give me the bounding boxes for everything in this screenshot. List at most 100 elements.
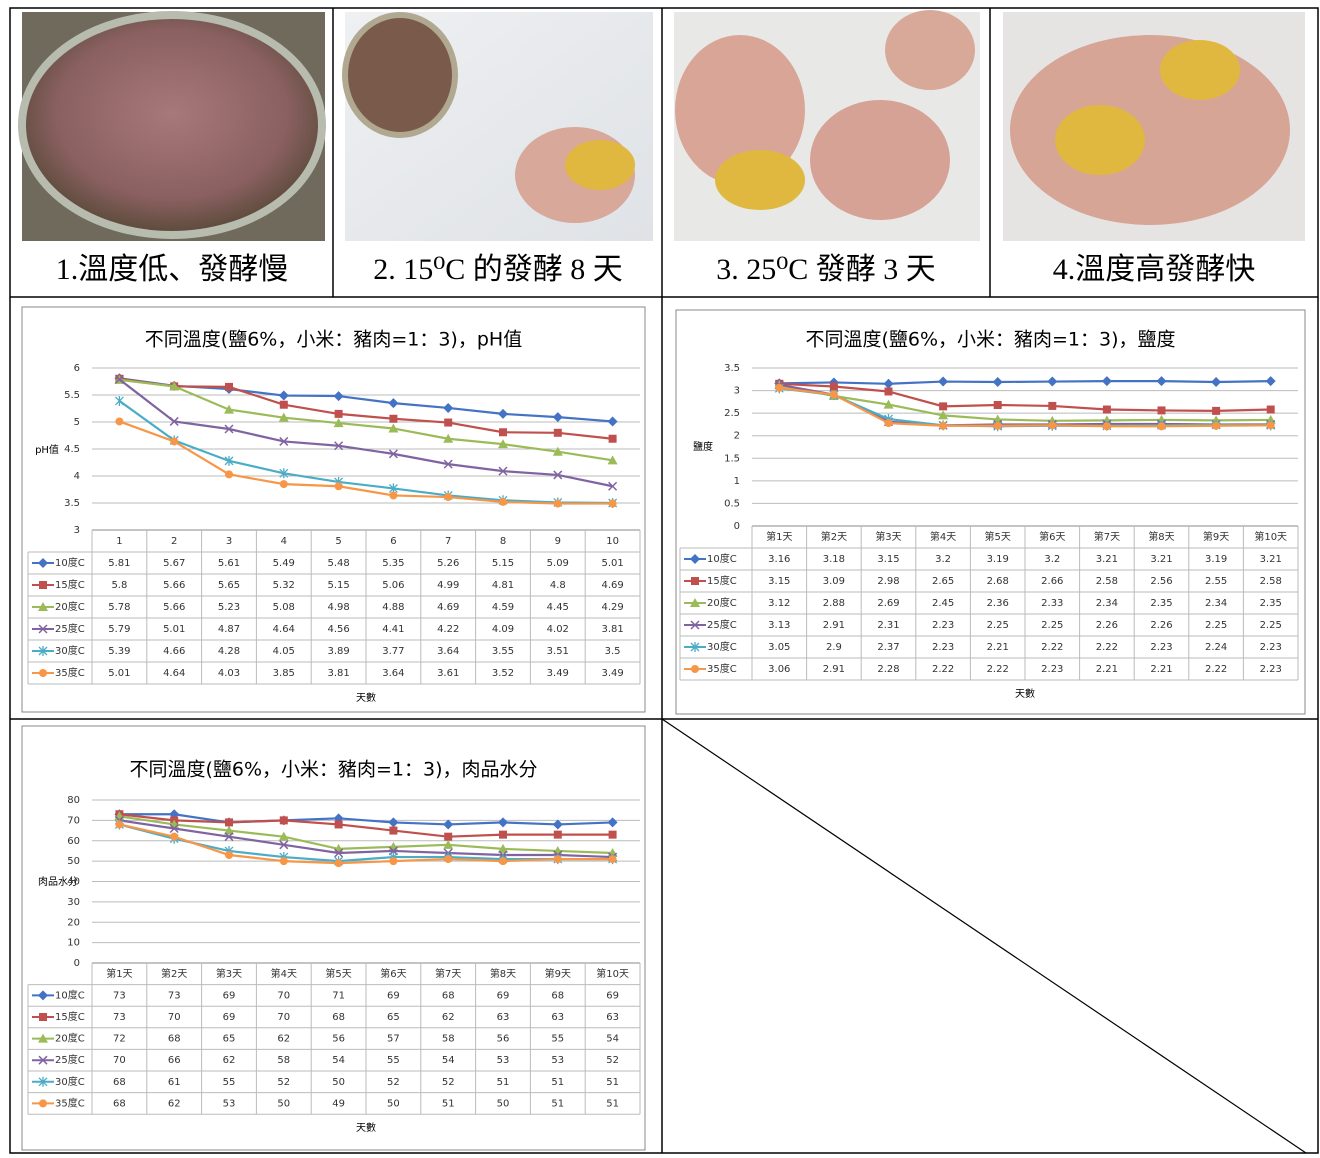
table-value: 2.9 [826, 642, 842, 653]
legend-marker [38, 558, 48, 568]
legend-marker [38, 646, 48, 656]
marker [279, 816, 288, 825]
marker [1157, 406, 1166, 415]
table-value: 5.06 [382, 580, 404, 591]
photo-caption: 1.溫度低、發酵慢 [56, 253, 289, 286]
x-tick-label: 第1天 [766, 530, 792, 543]
marker [115, 417, 124, 426]
y-tick-label: 20 [67, 917, 80, 928]
table-value: 2.22 [932, 664, 954, 675]
table-value: 4.98 [327, 602, 349, 613]
marker [169, 823, 179, 834]
legend-label: 20度C [707, 596, 737, 609]
marker [939, 402, 948, 411]
table-value: 2.65 [932, 576, 954, 587]
marker [498, 817, 508, 828]
legend-marker [691, 665, 699, 673]
table-value: 3.2 [1044, 554, 1060, 565]
table-value: 54 [332, 1055, 345, 1066]
table-value: 2.25 [1205, 620, 1227, 631]
table-value: 69 [497, 990, 510, 1001]
marker [1266, 421, 1275, 430]
series-line [779, 382, 1271, 412]
marker [498, 408, 508, 419]
marker [333, 391, 344, 402]
table-value: 3.15 [768, 576, 790, 587]
photo-caption: 2. 15⁰C 的發酵 8 天 [373, 253, 623, 286]
marker [279, 840, 289, 850]
marker [883, 399, 894, 409]
table-value: 62 [442, 1012, 455, 1023]
table-value: 2.23 [1260, 664, 1282, 675]
table-value: 52 [387, 1077, 400, 1088]
table-value: 52 [277, 1077, 290, 1088]
marker [499, 830, 507, 839]
table-value: 5.66 [163, 602, 185, 613]
marker [607, 817, 618, 828]
table-value: 2.25 [1041, 620, 1063, 631]
table-value: 51 [551, 1077, 564, 1088]
marker [114, 395, 124, 406]
table-value: 3.06 [768, 664, 790, 675]
y-tick-label: 3 [74, 525, 80, 536]
y-tick-label: 6 [74, 363, 80, 374]
y-tick-label: 3 [734, 386, 740, 397]
table-value: 2.34 [1205, 598, 1227, 609]
y-tick-label: 60 [67, 836, 80, 847]
marker [388, 423, 399, 433]
y-tick-label: 80 [67, 795, 80, 806]
legend-marker [38, 1076, 48, 1087]
legend-label: 15度C [55, 578, 85, 591]
table-value: 63 [497, 1012, 510, 1023]
table-value: 3.15 [877, 554, 899, 565]
table-value: 5.81 [108, 558, 130, 569]
x-tick-label: 第2天 [161, 967, 187, 980]
table-value: 2.68 [987, 576, 1009, 587]
marker [829, 390, 838, 399]
table-value: 3.21 [1260, 554, 1282, 565]
table-value: 68 [113, 1098, 126, 1109]
table-value: 50 [277, 1098, 290, 1109]
table-value: 69 [223, 990, 236, 1001]
marker [334, 409, 343, 418]
table-value: 68 [442, 990, 455, 1001]
marker [334, 482, 343, 491]
legend-label: 30度C [55, 1075, 85, 1088]
y-tick-label: 0 [74, 958, 80, 969]
chart: 不同溫度(鹽6%，小米：豬肉=1：3)，pH值 pH值 3 3.5 4 4.5 5 5.5 6 1… [21, 306, 646, 713]
series-line [779, 379, 1271, 385]
table-value: 2.37 [877, 642, 899, 653]
table-value: 4.28 [218, 646, 240, 657]
marker [224, 832, 234, 842]
table-value: 73 [113, 990, 126, 1001]
marker [938, 376, 949, 387]
table-value: 4.87 [218, 624, 240, 635]
legend-label: 15度C [707, 574, 737, 587]
table-value: 4.02 [547, 624, 569, 635]
table-value: 3.64 [382, 668, 404, 679]
marker [499, 428, 507, 437]
legend-label: 35度C [55, 666, 85, 679]
table-value: 2.21 [1150, 664, 1172, 675]
table-value: 51 [497, 1077, 510, 1088]
table-value: 4.29 [601, 602, 623, 613]
table-value: 5.66 [163, 580, 185, 591]
marker [553, 499, 562, 508]
table-value: 5.08 [273, 602, 295, 613]
table-value: 5.01 [163, 624, 185, 635]
marker [608, 830, 617, 839]
table-value: 72 [113, 1034, 126, 1045]
table-value: 69 [387, 990, 400, 1001]
table-value: 65 [387, 1012, 400, 1023]
marker [279, 857, 288, 866]
legend-label: 25度C [55, 622, 85, 635]
legend-marker [690, 598, 700, 607]
table-value: 58 [277, 1055, 290, 1066]
marker [553, 428, 562, 437]
table-value: 50 [387, 1098, 400, 1109]
table-value: 3.5 [605, 646, 621, 657]
table-value: 56 [497, 1034, 510, 1045]
y-tick-label: 5.5 [64, 390, 80, 401]
